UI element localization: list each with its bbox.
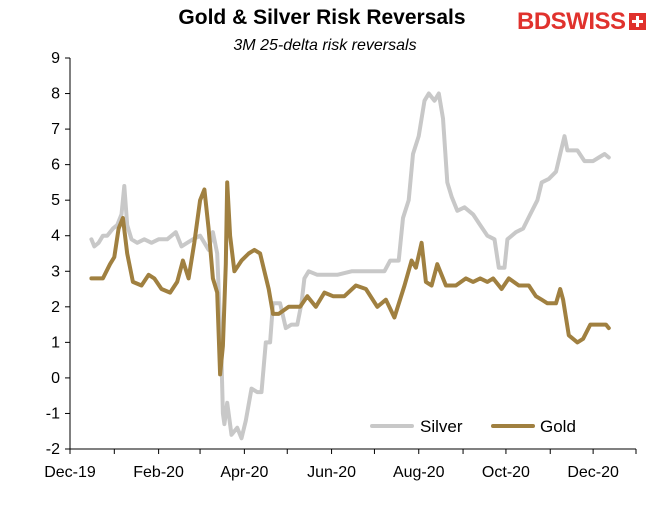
y-tick-label: 0 [51,370,60,387]
chart-title: Gold & Silver Risk Reversals [178,6,466,29]
y-tick-label: 8 [51,86,60,103]
chart-subtitle: 3M 25-delta risk reversals [233,37,417,54]
bdswiss-logo: BDSWISS [517,8,646,36]
y-tick-label: 2 [51,299,60,316]
y-tick-label: 5 [51,192,60,209]
axes: -2 -1 0 1 2 3 4 5 6 7 8 9 Dec-19 Feb-20 Apr-20 Jun-20 Au… [44,50,637,481]
x-tick-label: Aug-20 [393,464,445,481]
x-tick-label: Feb-20 [133,464,184,481]
x-tick-label: Apr-20 [220,464,268,481]
logo-text: BDSWISS [517,8,626,35]
legend-label-gold: Gold [540,417,576,436]
legend: Silver Gold [370,417,576,436]
x-tick-label: Jun-20 [307,464,356,481]
y-tick-label: 3 [51,263,60,280]
y-tick-label: 7 [51,121,60,138]
series-line-silver [89,91,611,441]
series-line-gold [89,180,611,377]
swiss-cross-icon [628,12,646,30]
x-tick-label: Oct-20 [482,464,530,481]
x-tick-label: Dec-19 [44,464,96,481]
series-layer [89,91,611,441]
y-tick-label: -1 [46,405,60,422]
y-tick-label: 6 [51,157,60,174]
x-tick-label: Dec-20 [567,464,619,481]
y-tick-label: 9 [51,50,60,67]
y-tick-label: 1 [51,334,60,351]
y-tick-label: -2 [46,441,60,458]
legend-label-silver: Silver [420,417,463,436]
y-tick-label: 4 [51,228,60,245]
